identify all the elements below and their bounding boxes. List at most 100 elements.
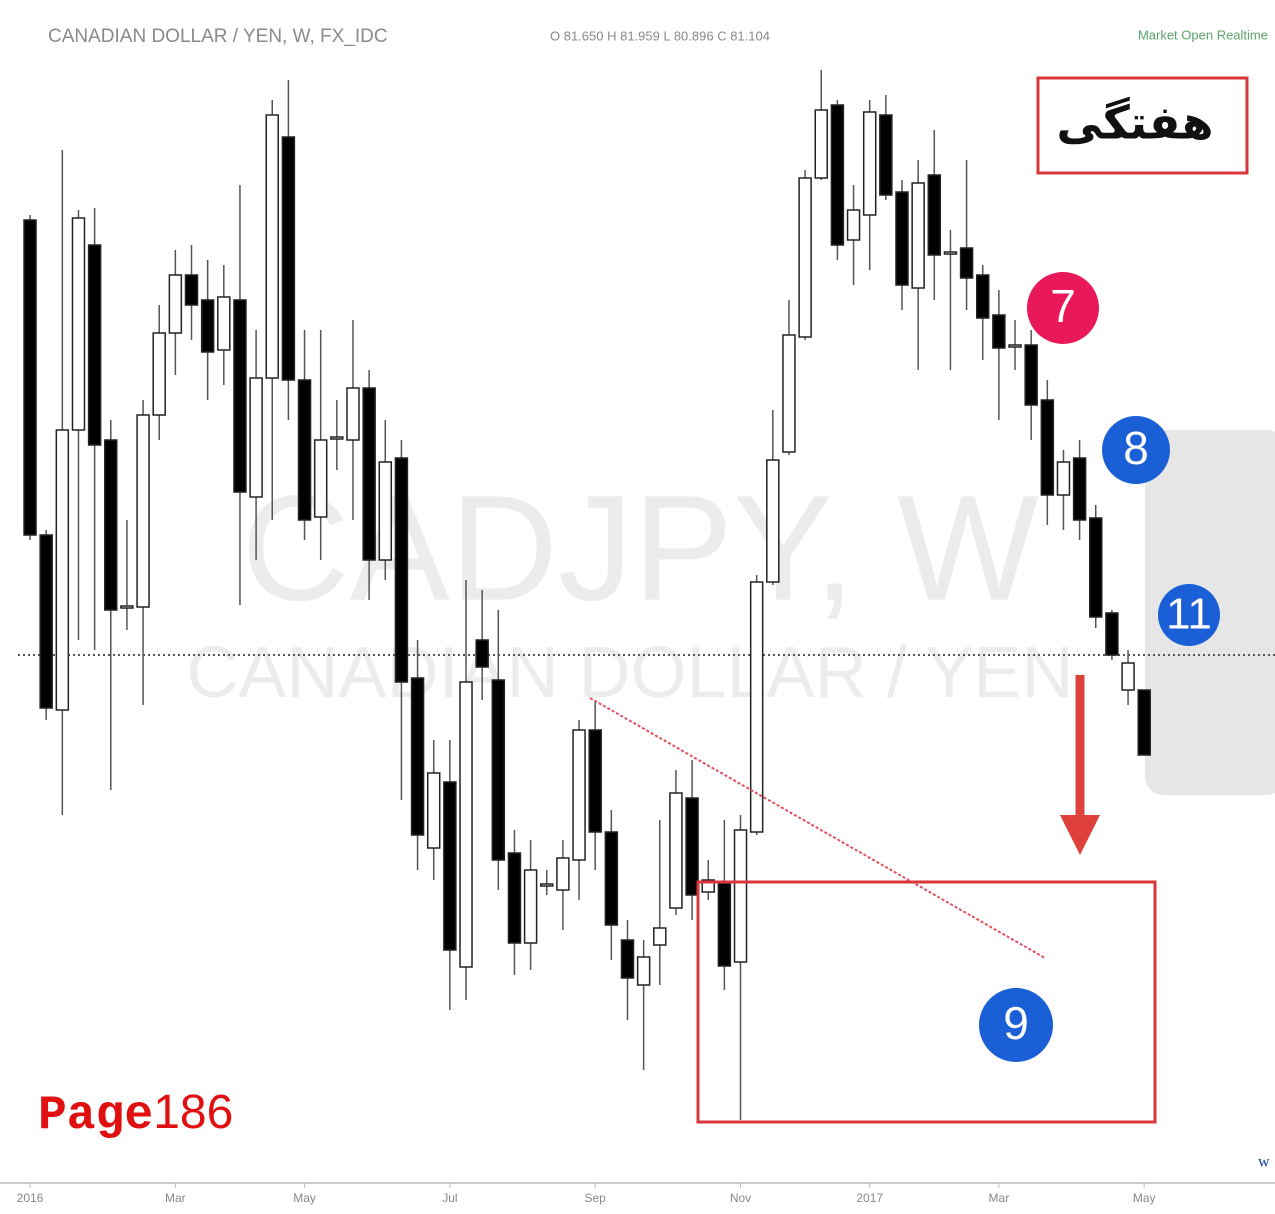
- candle-body: [1024, 344, 1038, 406]
- candle-body: [297, 379, 312, 521]
- candle-body: [733, 829, 748, 963]
- candle-body: [814, 109, 829, 179]
- candle-body: [233, 299, 247, 493]
- candle-body: [136, 414, 150, 608]
- x-tick-label: 2017: [856, 1191, 883, 1205]
- candle-body: [410, 677, 425, 836]
- candle-body: [378, 461, 393, 561]
- candle-body: [556, 857, 570, 891]
- candles: [23, 70, 1151, 1120]
- candle-body: [507, 852, 522, 944]
- candle-body: [23, 219, 37, 536]
- candle-body: [992, 314, 1006, 349]
- candle-body: [362, 387, 376, 561]
- badge: [1102, 416, 1170, 484]
- candle-body: [717, 882, 732, 967]
- x-tick-label: Nov: [730, 1191, 751, 1205]
- candle-body: [749, 581, 764, 833]
- market-status: Market Open Realtime: [1138, 27, 1268, 42]
- ohlc-header: O 81.650 H 81.959 L 80.896 C 81.104: [550, 28, 770, 43]
- candle-body: [1040, 399, 1055, 496]
- badge-label: 9: [1003, 997, 1029, 1049]
- candle-body: [184, 274, 199, 306]
- candle-body: [895, 191, 909, 286]
- candle-body: [104, 439, 118, 611]
- candle-body: [55, 429, 70, 711]
- candle-body: [1008, 344, 1022, 348]
- candle-body: [1137, 689, 1151, 756]
- candle-body: [313, 439, 328, 518]
- candle-body: [1056, 461, 1071, 496]
- candle-body: [943, 251, 958, 255]
- candle-body: [653, 927, 667, 946]
- candle-body: [459, 681, 473, 968]
- candle-body: [120, 605, 134, 609]
- arrow-head: [1060, 815, 1100, 855]
- x-tick-label: 2016: [17, 1191, 44, 1205]
- candle-body: [1105, 612, 1119, 656]
- candle-body: [265, 114, 279, 379]
- page-number: 186: [153, 1086, 233, 1139]
- candle-body: [604, 831, 619, 926]
- x-tick-label: Mar: [989, 1191, 1010, 1205]
- candle-body: [330, 436, 344, 440]
- candle-body: [588, 729, 602, 833]
- x-tick-label: Jul: [442, 1191, 457, 1205]
- candle-body: [911, 182, 925, 289]
- chart-title: CANADIAN DOLLAR / YEN, W, FX_IDC: [48, 26, 388, 47]
- candle-body: [636, 956, 651, 986]
- candle-body: [200, 299, 215, 353]
- candle-body: [959, 247, 974, 279]
- candle-body: [249, 377, 263, 498]
- candle-body: [475, 639, 489, 668]
- candle-body: [685, 797, 699, 896]
- candle-body: [927, 174, 942, 256]
- candle-body: [782, 334, 796, 453]
- candle-body: [168, 274, 183, 334]
- candle-body: [71, 217, 86, 431]
- badge-label: 7: [1050, 280, 1076, 332]
- candle-body: [217, 296, 231, 351]
- x-tick-label: Sep: [585, 1191, 607, 1205]
- candle-body: [491, 679, 506, 861]
- badge: [1158, 584, 1220, 646]
- candle-body: [846, 209, 861, 241]
- candle-body: [1089, 517, 1103, 618]
- candle-body: [443, 781, 457, 951]
- x-tick-label: Mar: [165, 1191, 186, 1205]
- candle-body: [879, 114, 893, 196]
- watermark: CADJPY, W: [241, 464, 1039, 632]
- candle-body: [572, 729, 586, 861]
- period-box: [1036, 76, 1249, 175]
- badge: [979, 988, 1053, 1062]
- candle-body: [346, 387, 360, 441]
- candle-body: [152, 332, 166, 416]
- candle-body: [669, 792, 683, 909]
- candle-body: [394, 457, 409, 683]
- corner-text: w: [1258, 1154, 1270, 1171]
- candle-body: [1072, 457, 1087, 521]
- candle-body: [1121, 662, 1135, 691]
- badge-label: 11: [1166, 590, 1212, 639]
- x-tick-label: May: [293, 1191, 316, 1205]
- trend-line: [589, 697, 1046, 959]
- candle-body: [39, 534, 53, 709]
- candle-body: [281, 136, 296, 381]
- candle-body: [87, 244, 102, 446]
- candle-body: [766, 459, 780, 583]
- target-box: [696, 880, 1157, 1124]
- page-prefix: Page: [38, 1089, 153, 1143]
- page-label: Page186: [38, 1086, 233, 1143]
- candle-body: [862, 111, 877, 216]
- candle-body: [798, 177, 812, 338]
- candle-body: [620, 939, 635, 979]
- period-label: هفتگی: [1056, 96, 1213, 150]
- candle-body: [426, 772, 441, 849]
- x-tick-label: May: [1133, 1191, 1156, 1205]
- watermark-sub: CANADIAN DOLLAR / YEN: [187, 633, 1074, 713]
- badge-label: 8: [1123, 422, 1149, 474]
- badge: [1027, 272, 1099, 344]
- candle-body: [975, 274, 990, 319]
